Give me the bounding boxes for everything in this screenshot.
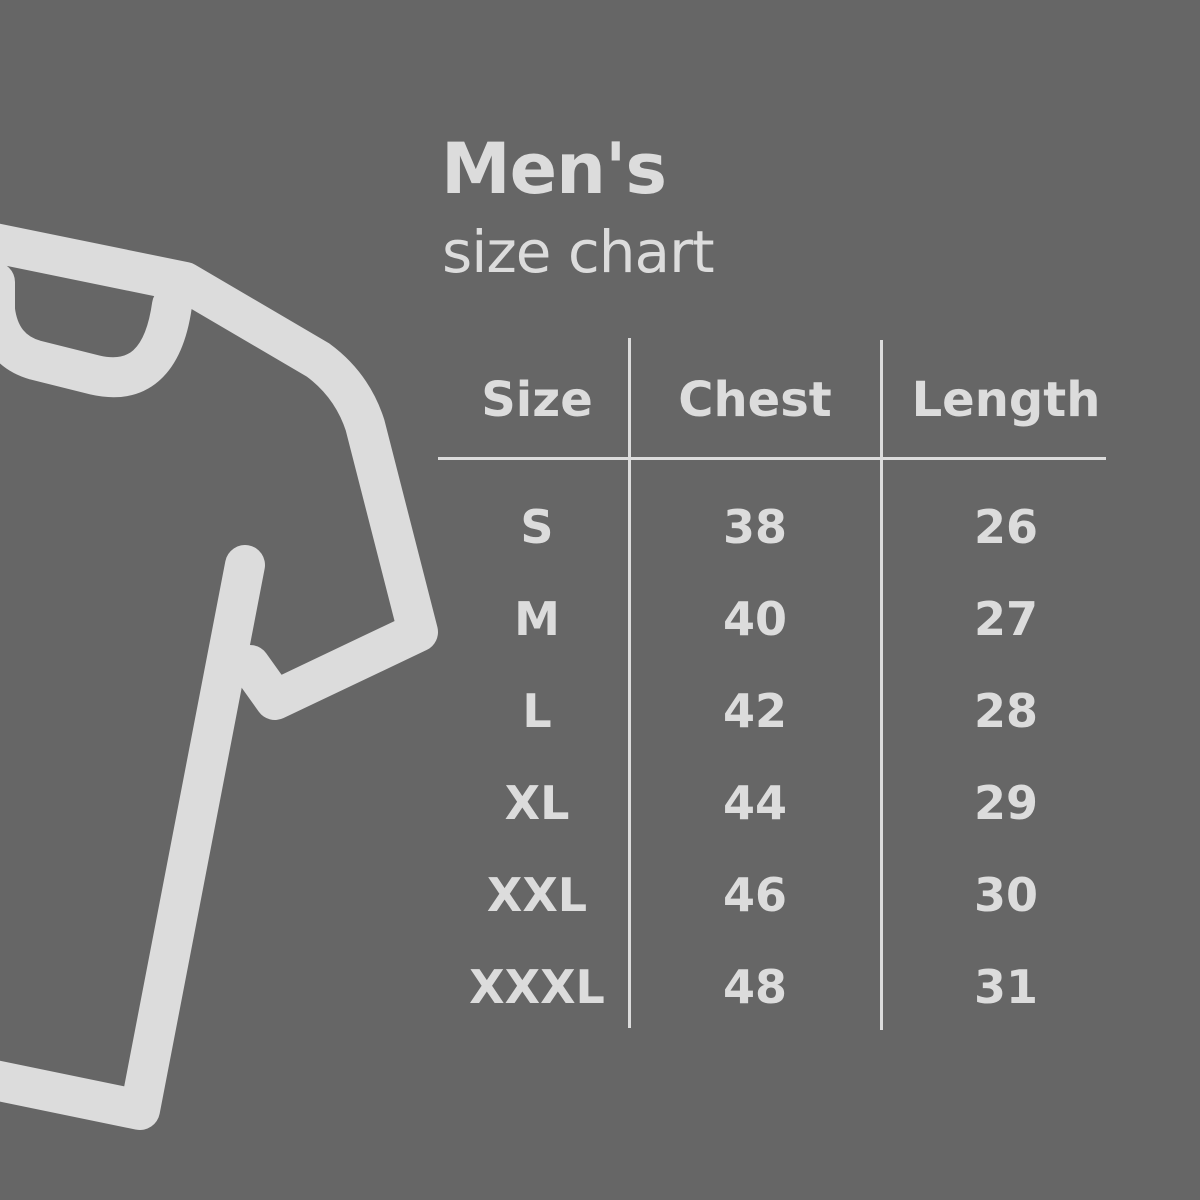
- cell-chest: 42: [722, 684, 787, 738]
- cell-length: 29: [973, 776, 1038, 830]
- column-divider: [880, 340, 883, 1030]
- cell-chest: 48: [722, 960, 787, 1014]
- header-size: Size: [481, 372, 593, 428]
- cell-length: 30: [973, 868, 1038, 922]
- cell-size: S: [520, 500, 554, 554]
- cell-length: 27: [973, 592, 1038, 646]
- header-divider: [438, 457, 1106, 460]
- cell-size: M: [514, 592, 560, 646]
- cell-size: L: [522, 684, 552, 738]
- header-length: Length: [911, 372, 1101, 428]
- cell-chest: 46: [722, 868, 787, 922]
- cell-length: 26: [973, 500, 1038, 554]
- cell-length: 31: [973, 960, 1038, 1014]
- cell-size: XXL: [486, 868, 588, 922]
- cell-chest: 40: [722, 592, 787, 646]
- cell-size: XL: [504, 776, 570, 830]
- cell-chest: 38: [722, 500, 787, 554]
- header-chest: Chest: [678, 372, 832, 428]
- page-subtitle: size chart: [442, 218, 715, 286]
- cell-length: 28: [973, 684, 1038, 738]
- column-divider: [628, 338, 631, 1028]
- cell-size: XXXL: [469, 960, 605, 1014]
- t-shirt-icon: [0, 223, 438, 1130]
- cell-chest: 44: [722, 776, 787, 830]
- page-title: Men's: [441, 128, 667, 210]
